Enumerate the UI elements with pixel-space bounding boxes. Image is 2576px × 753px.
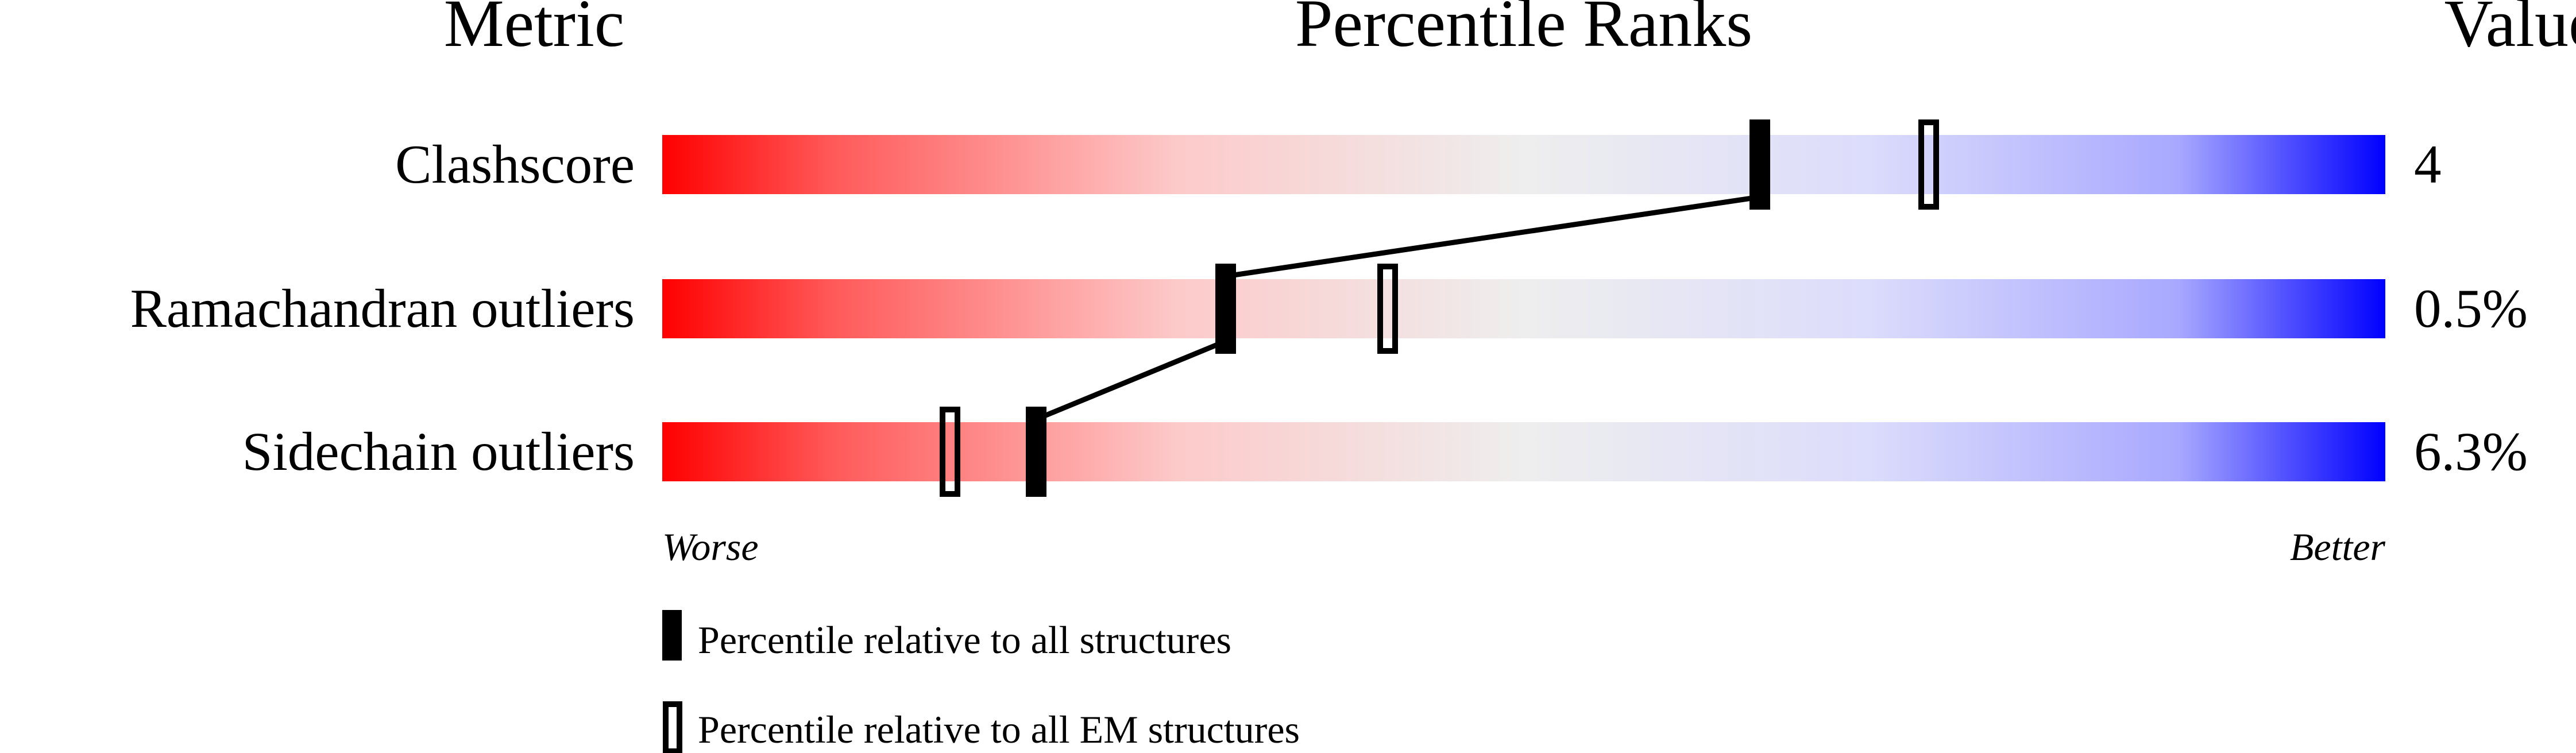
header-metric: Metric xyxy=(444,0,625,61)
connector-line xyxy=(1035,338,1227,422)
axis-better-label: Better xyxy=(2290,525,2386,569)
all-percentile-marker xyxy=(1026,407,1046,497)
legend-em-structures: Percentile relative to all EM structures xyxy=(698,708,1300,751)
metric-label: Clashscore xyxy=(395,134,635,195)
metric-value: 0.5% xyxy=(2414,278,2528,339)
legend-open-marker-icon xyxy=(663,701,682,753)
all-percentile-marker xyxy=(1215,264,1236,354)
percentile-bar xyxy=(662,279,2385,338)
metric-label: Sidechain outliers xyxy=(242,421,635,482)
percentile-bar xyxy=(662,135,2385,194)
percentile-bar xyxy=(662,422,2385,481)
em-percentile-marker xyxy=(1918,119,1939,210)
em-percentile-marker xyxy=(940,407,960,497)
connector-line xyxy=(1225,194,1760,279)
legend-all-structures: Percentile relative to all structures xyxy=(698,618,1231,662)
metric-value: 6.3% xyxy=(2414,421,2528,482)
em-percentile-marker xyxy=(1377,264,1398,354)
header-value: Value xyxy=(2444,0,2576,61)
all-percentile-marker xyxy=(1749,119,1770,210)
metric-label: Ramachandran outliers xyxy=(130,278,635,339)
axis-worse-label: Worse xyxy=(662,525,759,569)
legend-filled-marker-icon xyxy=(662,610,682,661)
metric-value: 4 xyxy=(2414,134,2442,195)
header-percentile-ranks: Percentile Ranks xyxy=(1295,0,1752,61)
